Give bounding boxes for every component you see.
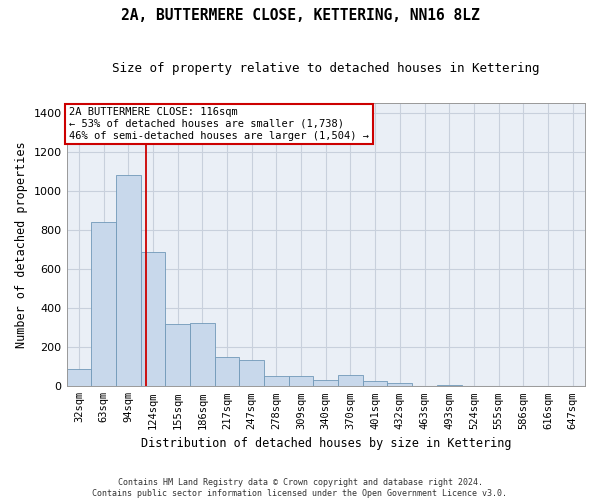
- Text: Contains HM Land Registry data © Crown copyright and database right 2024.
Contai: Contains HM Land Registry data © Crown c…: [92, 478, 508, 498]
- Bar: [289, 376, 313, 386]
- Bar: [140, 252, 165, 386]
- X-axis label: Distribution of detached houses by size in Kettering: Distribution of detached houses by size …: [140, 437, 511, 450]
- Bar: [215, 357, 239, 386]
- Bar: [264, 376, 289, 386]
- Text: 2A, BUTTERMERE CLOSE, KETTERING, NN16 8LZ: 2A, BUTTERMERE CLOSE, KETTERING, NN16 8L…: [121, 8, 479, 22]
- Bar: [116, 176, 140, 386]
- Bar: [363, 382, 388, 386]
- Bar: [190, 323, 215, 386]
- Text: 2A BUTTERMERE CLOSE: 116sqm
← 53% of detached houses are smaller (1,738)
46% of : 2A BUTTERMERE CLOSE: 116sqm ← 53% of det…: [69, 108, 369, 140]
- Bar: [239, 360, 264, 386]
- Bar: [165, 324, 190, 386]
- Bar: [388, 384, 412, 386]
- Y-axis label: Number of detached properties: Number of detached properties: [15, 142, 28, 348]
- Bar: [67, 368, 91, 386]
- Title: Size of property relative to detached houses in Kettering: Size of property relative to detached ho…: [112, 62, 539, 76]
- Bar: [313, 380, 338, 386]
- Bar: [91, 222, 116, 386]
- Bar: [338, 374, 363, 386]
